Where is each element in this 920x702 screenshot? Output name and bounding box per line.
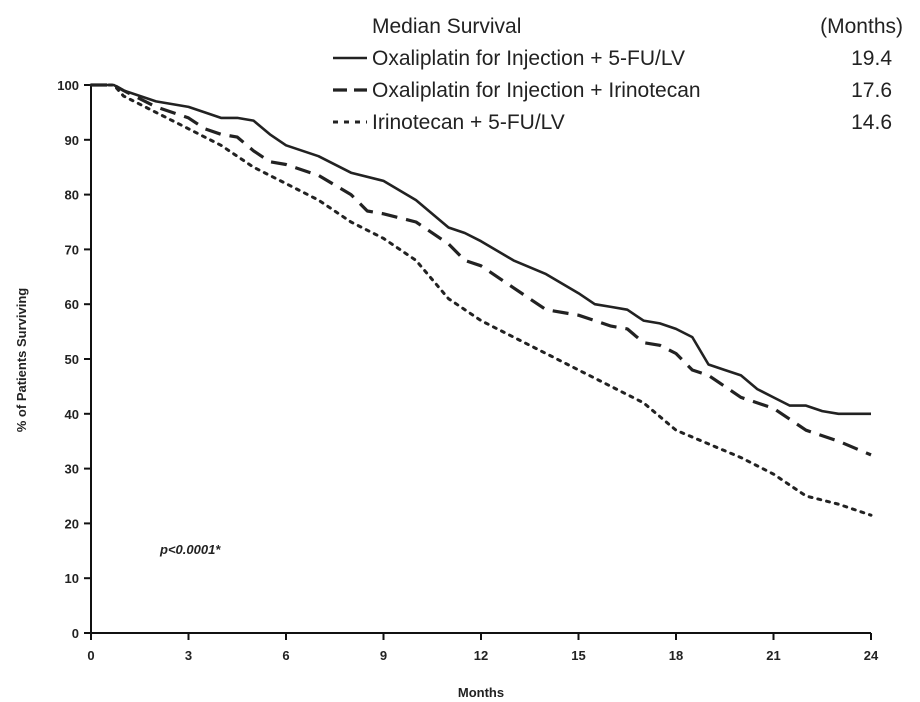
legend: Median Survival (Months) Oxaliplatin for… xyxy=(333,15,903,134)
legend-series-name: Oxaliplatin for Injection + Irinotecan xyxy=(372,79,701,102)
y-tick-label: 70 xyxy=(65,242,79,257)
x-tick-label: 6 xyxy=(282,648,289,663)
x-tick-label: 24 xyxy=(864,648,879,663)
y-tick-label: 100 xyxy=(57,78,79,93)
x-tick-label: 21 xyxy=(766,648,780,663)
legend-median-value: 17.6 xyxy=(851,79,892,102)
legend-title: Median Survival xyxy=(372,15,521,38)
y-tick-label: 20 xyxy=(65,516,79,531)
ticks: 0 3 6 9 12 15 18 21 24 0 10 20 30 40 50 60 70 80 90 100 xyxy=(57,78,879,663)
x-tick-label: 12 xyxy=(474,648,488,663)
legend-median-value: 19.4 xyxy=(851,47,892,70)
series-line-solid xyxy=(91,83,871,416)
y-tick-label: 50 xyxy=(65,352,79,367)
x-tick-label: 3 xyxy=(185,648,192,663)
legend-series-name: Oxaliplatin for Injection + 5-FU/LV xyxy=(372,47,685,70)
y-axis-label: % of Patients Surviving xyxy=(14,288,29,433)
legend-median-value: 14.6 xyxy=(851,111,892,134)
x-tick-label: 18 xyxy=(669,648,683,663)
series-line-dashed xyxy=(91,83,872,457)
y-tick-label: 60 xyxy=(65,297,79,312)
y-tick-label: 10 xyxy=(65,571,79,586)
p-value-annotation: p<0.0001* xyxy=(159,542,221,557)
x-tick-label: 9 xyxy=(380,648,387,663)
x-tick-label: 15 xyxy=(571,648,585,663)
y-tick-label: 90 xyxy=(65,133,79,148)
y-tick-label: 30 xyxy=(65,462,79,477)
x-tick-label: 0 xyxy=(87,648,94,663)
legend-value-header: (Months) xyxy=(820,15,903,38)
series-layer xyxy=(89,83,873,517)
legend-entries: Oxaliplatin for Injection + 5-FU/LV 19.4 O… xyxy=(333,47,892,134)
y-tick-label: 0 xyxy=(72,626,79,641)
y-tick-label: 80 xyxy=(65,188,79,203)
series-line-dotted xyxy=(89,83,873,517)
legend-series-name: Irinotecan + 5-FU/LV xyxy=(372,111,565,134)
x-axis-label: Months xyxy=(458,685,504,700)
y-tick-label: 40 xyxy=(65,407,79,422)
